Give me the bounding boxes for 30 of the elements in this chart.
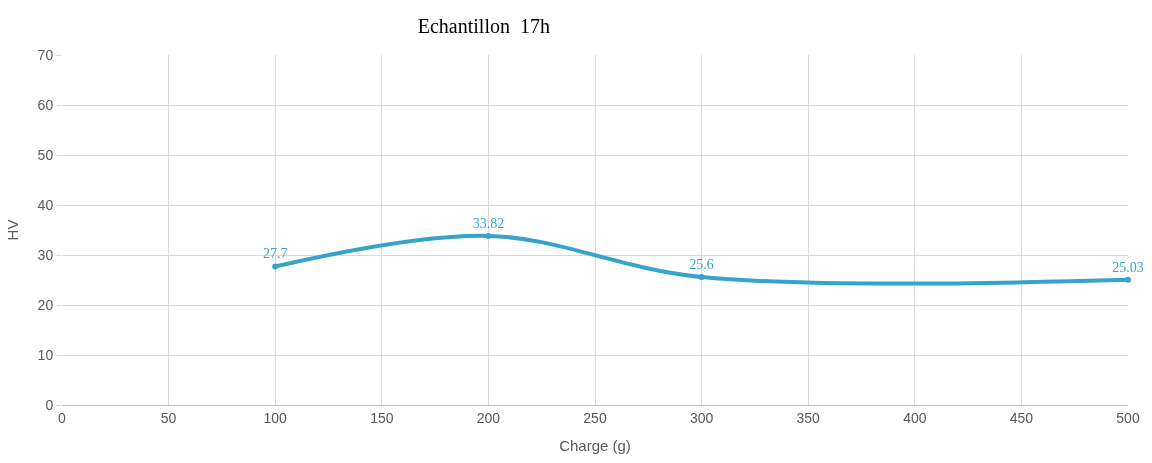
y-tick-label: 20 — [37, 296, 54, 313]
x-tick-label: 50 — [160, 409, 177, 426]
y-tick-label: 40 — [37, 196, 54, 213]
x-tick-label: 100 — [263, 409, 288, 426]
x-tick-label: 250 — [583, 409, 607, 426]
data-label: 27.7 — [262, 246, 288, 262]
point — [1125, 276, 1131, 283]
y-tick-label: 70 — [37, 46, 54, 63]
x-tick-label: 500 — [1116, 409, 1140, 426]
x-axis-title: Charge (g) — [559, 436, 631, 454]
point — [698, 274, 705, 280]
data-label: 33.82 — [472, 215, 505, 231]
y-tick-label: 50 — [37, 146, 54, 163]
y-tick-label: 60 — [37, 96, 54, 113]
x-tick-label: 200 — [476, 409, 501, 426]
x-tick-label: 350 — [796, 409, 821, 426]
x-tick-label: 300 — [689, 409, 714, 426]
y-tick-label: 0 — [45, 396, 54, 413]
x-tick-label: 150 — [370, 409, 394, 426]
y-tick-label: 30 — [37, 246, 54, 263]
y-tick-label: 10 — [37, 346, 54, 363]
chart-title: Echantillon 17h — [417, 14, 550, 37]
data-label: 25.03 — [1112, 259, 1144, 275]
x-tick-label: 0 — [58, 409, 67, 426]
y-axis-title: HV — [3, 219, 21, 241]
data-label: 25.6 — [689, 256, 714, 272]
point — [272, 263, 279, 270]
x-tick-label: 450 — [1009, 409, 1034, 426]
x-tick-label: 400 — [903, 409, 927, 426]
point — [485, 232, 492, 239]
